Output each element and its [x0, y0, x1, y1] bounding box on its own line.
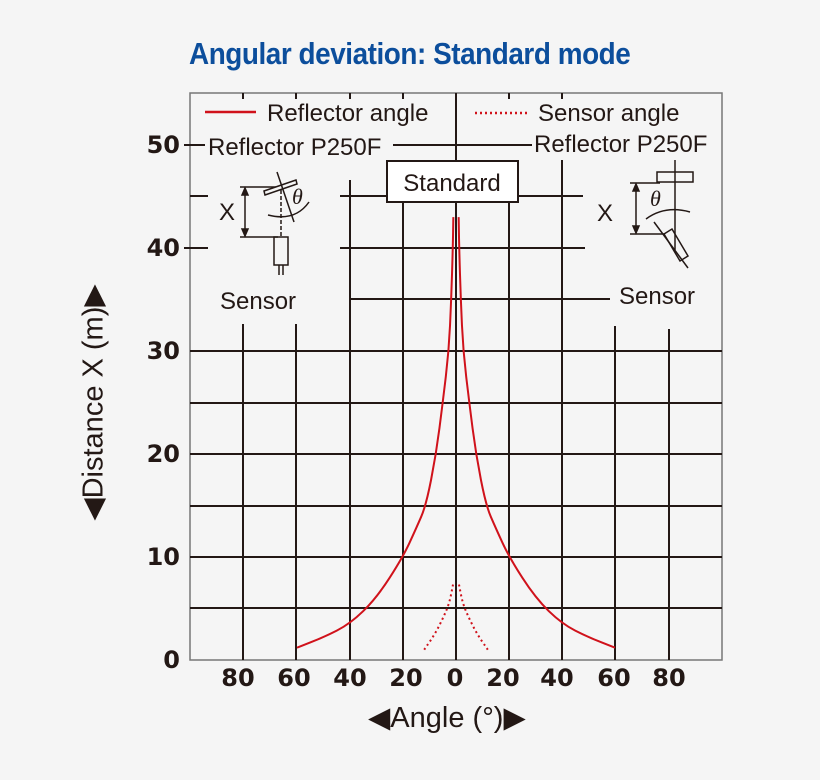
left-reflector-label: Reflector P250F: [208, 134, 381, 161]
y-tick-0: 0: [163, 646, 180, 674]
right-reflector-label: Reflector P250F: [534, 131, 707, 158]
left-theta-symbol: θ: [292, 184, 303, 209]
right-sensor-label: Sensor: [619, 283, 695, 310]
reflector-angle-curve: [457, 217, 616, 649]
left-x-symbol: X: [219, 199, 235, 226]
y-axis-label: ◀Distance X (m)▶: [77, 284, 110, 521]
x-tick-80-right: 80: [652, 664, 685, 692]
y-tick-30: 30: [147, 337, 180, 365]
y-tick-labels: 0 10 20 30 40 50: [147, 131, 180, 674]
y-tick-10: 10: [147, 543, 180, 571]
reflector-angle-curve: [296, 217, 455, 649]
x-tick-60-left: 60: [277, 664, 310, 692]
mode-box: Standard: [386, 160, 519, 203]
right-theta-symbol: θ: [650, 186, 661, 211]
x-tick-0: 0: [447, 664, 464, 692]
legend-reflector-angle: Reflector angle: [267, 100, 428, 127]
legend-sensor-angle: Sensor angle: [538, 100, 679, 127]
x-tick-40-right: 40: [540, 664, 573, 692]
x-tick-20-right: 20: [486, 664, 519, 692]
mode-box-label: Standard: [403, 170, 500, 197]
left-setup-diagram: [240, 171, 310, 275]
curves: [296, 217, 616, 651]
left-sensor-label: Sensor: [220, 288, 296, 315]
sensor-angle-curve: [423, 582, 455, 651]
x-tick-20-left: 20: [389, 664, 422, 692]
right-x-symbol: X: [597, 200, 613, 227]
x-tick-labels: 80 60 40 20 0 20 40 60 80: [221, 664, 685, 692]
x-tick-60-right: 60: [597, 664, 630, 692]
y-tick-20: 20: [147, 440, 180, 468]
x-tick-80-left: 80: [221, 664, 254, 692]
y-tick-50: 50: [147, 131, 180, 159]
legend: Reflector angle Sensor angle: [205, 100, 679, 127]
y-tick-40: 40: [147, 234, 180, 262]
x-axis-label: ◀Angle (°)▶: [368, 702, 526, 734]
y-tick-marks: [184, 144, 190, 249]
x-tick-40-left: 40: [333, 664, 366, 692]
right-setup-diagram: [630, 160, 694, 269]
chart-title: Angular deviation: Standard mode: [189, 36, 631, 71]
sensor-angle-curve: [457, 582, 489, 651]
